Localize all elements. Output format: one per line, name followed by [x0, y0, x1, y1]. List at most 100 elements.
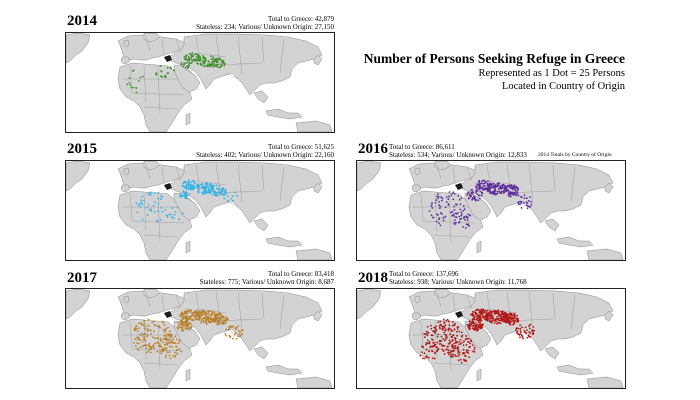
- refugee-dot: [506, 321, 509, 324]
- refugee-dot: [425, 333, 428, 335]
- refugee-dot: [216, 65, 218, 68]
- refugee-dot: [439, 320, 442, 323]
- refugee-dot: [427, 332, 430, 334]
- refugee-dot: [419, 354, 422, 357]
- refugee-dot: [460, 217, 463, 220]
- refugee-dot: [486, 188, 489, 191]
- refugee-dot: [477, 309, 480, 312]
- refugee-dot: [190, 56, 193, 58]
- refugee-dot: [138, 342, 140, 345]
- refugee-dot: [425, 348, 428, 351]
- refugee-dot: [138, 333, 141, 336]
- country-border: [279, 294, 285, 330]
- refugee-dot: [218, 314, 221, 317]
- country-border: [434, 193, 438, 232]
- landmass-seasia: [253, 346, 269, 360]
- refugee-dot: [167, 339, 170, 342]
- refugee-dot: [511, 316, 514, 319]
- refugee-dot: [477, 183, 480, 186]
- landmass-japan: [313, 54, 323, 66]
- refugee-dot: [444, 338, 447, 341]
- refugee-dot: [490, 311, 493, 314]
- refugee-dot: [456, 330, 458, 333]
- refugee-dot: [477, 321, 480, 323]
- refugee-dot: [166, 215, 169, 218]
- refugee-dot: [430, 327, 433, 330]
- refugee-dot: [501, 310, 504, 313]
- refugee-dot: [165, 336, 168, 338]
- refugee-dot: [500, 318, 503, 320]
- refugee-dot: [156, 337, 158, 340]
- refugee-dot: [422, 357, 424, 360]
- refugee-dot: [489, 310, 492, 313]
- refugee-dot: [203, 65, 206, 67]
- refugee-dot: [527, 325, 530, 327]
- refugee-dot: [513, 184, 516, 187]
- refugee-dot: [232, 199, 234, 202]
- refugee-dot: [136, 211, 139, 214]
- refugee-dot: [179, 196, 181, 198]
- refugee-dot: [183, 63, 185, 66]
- refugee-dot: [192, 186, 195, 188]
- refugee-dot: [486, 318, 489, 320]
- refugee-dot: [225, 192, 228, 195]
- refugee-dot: [478, 319, 480, 322]
- refugee-dot: [184, 315, 186, 318]
- refugee-dot: [500, 313, 503, 316]
- refugee-dot: [515, 327, 518, 330]
- refugee-dot: [184, 55, 187, 58]
- refugee-dot: [487, 184, 490, 186]
- refugee-dot: [461, 213, 463, 215]
- total-text: Total to Greece: 42,879: [268, 15, 334, 23]
- refugee-dot: [497, 183, 500, 186]
- refugee-dot: [455, 216, 458, 219]
- landmass-madagascar: [476, 240, 482, 254]
- refugee-dot: [197, 186, 199, 188]
- total-text: Total to Greece: 51,625: [268, 143, 334, 151]
- refugee-dot: [528, 331, 531, 333]
- landmass-iberia: [120, 184, 131, 193]
- refugee-dot: [469, 345, 471, 348]
- refugee-dot: [172, 217, 175, 219]
- refugee-dot: [479, 182, 481, 185]
- refugee-dot: [438, 204, 440, 207]
- refugee-dot: [487, 180, 489, 182]
- refugee-dot: [162, 349, 165, 351]
- refugee-dot: [147, 324, 150, 327]
- refugee-dot: [468, 328, 471, 331]
- refugee-dot: [182, 329, 185, 332]
- refugee-dot: [170, 67, 172, 70]
- refugee-dot: [448, 327, 451, 330]
- refugee-dot: [520, 334, 523, 336]
- refugee-dot: [457, 195, 460, 197]
- refugee-dot: [437, 193, 439, 196]
- refugee-dot: [221, 314, 224, 317]
- refugee-dot: [155, 73, 158, 76]
- refugee-dot: [141, 341, 144, 343]
- refugee-dot: [222, 320, 224, 323]
- refugee-dot: [182, 192, 185, 194]
- refugee-dot: [463, 358, 465, 361]
- refugee-dot: [508, 322, 511, 325]
- refugee-dot: [452, 191, 455, 194]
- refugee-dot: [453, 219, 456, 221]
- country-border: [225, 200, 239, 208]
- refugee-dot: [213, 320, 216, 322]
- refugee-dot: [166, 66, 169, 69]
- refugee-dot: [191, 59, 193, 62]
- refugee-dot: [203, 62, 206, 64]
- refugee-dot: [174, 354, 176, 357]
- refugee-dot: [153, 320, 155, 323]
- refugee-dot: [467, 197, 470, 199]
- refugee-dot: [215, 314, 218, 317]
- refugee-dot: [462, 344, 465, 347]
- refugee-dot: [191, 52, 194, 54]
- country-border: [225, 72, 239, 80]
- refugee-dot: [425, 342, 428, 344]
- refugee-dot: [446, 336, 448, 338]
- refugee-dot: [200, 320, 203, 322]
- refugee-dot: [516, 314, 518, 317]
- refugee-dot: [190, 186, 192, 188]
- country-border: [161, 294, 165, 312]
- refugee-dot: [483, 182, 486, 184]
